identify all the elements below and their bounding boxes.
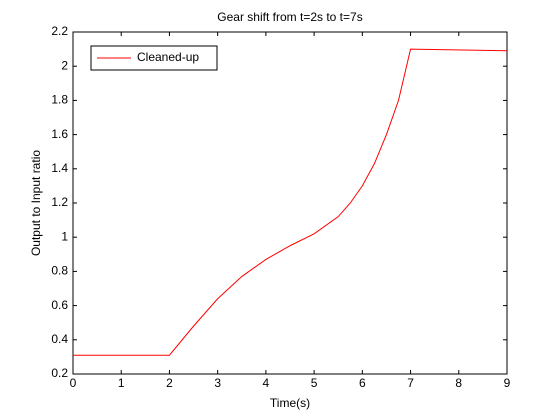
x-tick-label: 1 xyxy=(118,376,125,390)
y-tick-label: 1.6 xyxy=(51,127,68,141)
y-tick-label: 1.2 xyxy=(51,195,68,209)
chart-title: Gear shift from t=2s to t=7s xyxy=(217,10,362,24)
x-tick-label: 3 xyxy=(214,376,221,390)
x-tick-label: 2 xyxy=(166,376,173,390)
x-tick-label: 8 xyxy=(455,376,462,390)
x-tick-label: 6 xyxy=(359,376,366,390)
y-tick-label: 2.2 xyxy=(51,24,68,38)
y-tick-label: 0.4 xyxy=(51,332,68,346)
x-tick-label: 0 xyxy=(70,376,77,390)
y-tick-label: 0.8 xyxy=(51,264,68,278)
line-series xyxy=(73,48,508,356)
legend-label: Cleaned-up xyxy=(137,50,199,64)
x-tick-label: 7 xyxy=(407,376,414,390)
x-tick-label: 9 xyxy=(504,376,511,390)
y-tick-label: 1.4 xyxy=(51,161,68,175)
x-tick-label: 5 xyxy=(311,376,318,390)
x-tick-label: 4 xyxy=(263,376,270,390)
x-axis-label: Time(s) xyxy=(270,396,310,410)
y-tick-label: 1.8 xyxy=(51,93,68,107)
y-tick-label: 0.6 xyxy=(51,298,68,312)
y-tick-label: 2 xyxy=(61,58,68,72)
plot-area xyxy=(72,31,508,375)
y-axis-label: Output to Input ratio xyxy=(29,150,43,256)
y-tick-label: 0.2 xyxy=(51,366,68,380)
y-tick-label: 1 xyxy=(61,229,68,243)
